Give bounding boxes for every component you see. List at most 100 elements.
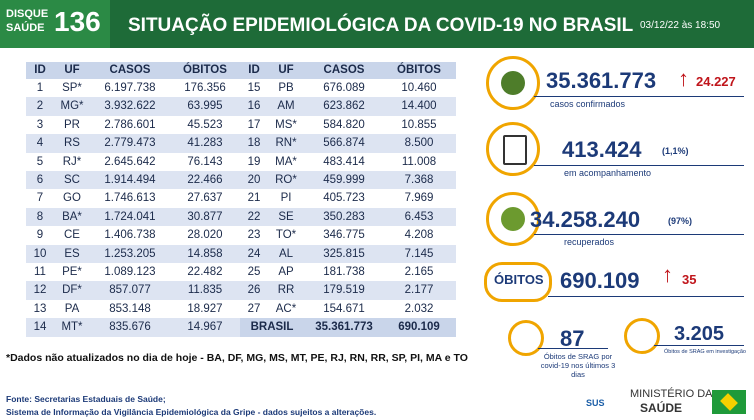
table-cell: RS <box>64 137 80 150</box>
deaths-new: 35 <box>682 272 697 287</box>
table-header-bg <box>240 62 456 79</box>
table-cell: RR <box>277 284 295 297</box>
column-header: CASOS <box>109 64 151 76</box>
table-cell: 181.738 <box>323 266 365 278</box>
table-row <box>240 207 456 227</box>
table-row <box>26 226 242 245</box>
table-cell: 176.356 <box>184 82 226 94</box>
table-cell: SE <box>278 210 294 223</box>
table-cell: 6.197.738 <box>104 82 156 94</box>
table-row <box>240 226 456 245</box>
table-cell: 853.148 <box>109 302 151 315</box>
logo-bottom: SAÚDE <box>6 22 45 34</box>
table-row <box>240 134 456 153</box>
table-cell: 8.500 <box>404 137 434 150</box>
srag-label: Óbitos de SRAG por covid-19 nos últimos … <box>540 352 616 379</box>
table-cell: 2.177 <box>404 284 434 297</box>
table-row <box>26 318 242 337</box>
table-row <box>26 263 242 282</box>
table-cell: 14.400 <box>401 100 437 113</box>
table-row <box>26 79 242 98</box>
table-row <box>240 189 456 208</box>
monitoring-label: em acompanhamento <box>564 168 652 178</box>
table-cell: 5 <box>36 155 44 168</box>
deaths-badge <box>484 262 552 302</box>
table-row <box>26 244 242 263</box>
table-cell: 7 <box>36 192 44 205</box>
table-row <box>26 171 242 190</box>
table-cell: 18 <box>247 137 261 150</box>
table-cell: ES <box>64 247 80 260</box>
header-bar <box>0 0 754 48</box>
table-cell: 483.414 <box>323 155 365 168</box>
table-cell: 3 <box>36 118 44 131</box>
table-cell: 27.637 <box>187 192 223 205</box>
table-cell: 8 <box>36 210 44 223</box>
total-cell: 35.361.773 <box>315 321 373 334</box>
table-cell: 7.145 <box>404 247 434 260</box>
table-cell: BA* <box>62 210 82 223</box>
table-cell: 7.368 <box>404 174 434 186</box>
table-cell: 3.932.622 <box>104 100 156 113</box>
column-header: ÓBITOS <box>397 64 441 76</box>
divider <box>548 296 744 297</box>
divider <box>538 348 608 349</box>
table-row <box>26 281 242 300</box>
table-row <box>240 244 456 263</box>
table-cell: 4.208 <box>404 229 434 242</box>
table-cell: 6.453 <box>404 210 434 223</box>
table-cell: 11.835 <box>187 284 223 297</box>
table-cell: SP* <box>62 82 82 94</box>
table-cell: 2 <box>36 100 44 113</box>
clipboard-icon <box>486 122 540 176</box>
recovered-value: 34.258.240 <box>530 207 641 232</box>
divider <box>534 234 744 235</box>
table-cell: 22 <box>247 210 261 223</box>
table-cell: 6 <box>36 174 44 186</box>
table-cell: AM <box>277 100 295 113</box>
deaths-label: ÓBITOS <box>494 272 544 287</box>
table-cell: 676.089 <box>323 82 365 94</box>
table-cell: 566.874 <box>323 137 365 150</box>
logo <box>0 0 110 48</box>
table-cell: 45.523 <box>187 118 223 131</box>
total-cell: 690.109 <box>398 321 440 334</box>
table-cell: PA <box>64 302 80 315</box>
divider <box>534 96 744 97</box>
table-row <box>26 134 242 153</box>
table-cell: 21 <box>247 192 261 205</box>
table-row <box>26 189 242 208</box>
table-cell: 346.775 <box>323 229 365 242</box>
cases-value: 35.361.773 <box>546 68 657 93</box>
monitoring-pct: (1,1%) <box>662 146 689 156</box>
investigation-value: 3.205 <box>674 323 725 345</box>
table-cell: 15 <box>247 82 261 94</box>
search-icon <box>624 318 660 354</box>
table-cell: RO* <box>275 174 297 186</box>
table-cell: 17 <box>247 118 261 131</box>
table-cell: MS* <box>275 118 297 131</box>
table-cell: AC* <box>275 302 297 315</box>
table-cell: MT* <box>61 321 83 334</box>
divider <box>534 165 744 166</box>
table-cell: 1.724.041 <box>104 210 156 223</box>
source-line: Fonte: Secretarias Estaduais de Saúde; <box>6 394 166 404</box>
monitoring-value: 413.424 <box>562 137 642 162</box>
recovered-pct: (97%) <box>668 216 693 226</box>
table-cell: 10 <box>33 247 47 260</box>
table-cell: PR <box>64 118 80 131</box>
table-cell: AP <box>278 266 294 278</box>
footnote: *Dados não atualizados no dia de hoje - … <box>6 352 468 364</box>
table-cell: 30.877 <box>187 210 223 223</box>
recovered-icon <box>486 192 540 246</box>
column-header: ID <box>34 64 46 76</box>
title: SITUAÇÃO EPIDEMIOLÓGICA DA COVID-19 NO B… <box>128 15 634 36</box>
table-cell: 1.914.494 <box>104 174 156 186</box>
table-cell: 4 <box>36 137 44 150</box>
table-cell: 16 <box>247 100 261 113</box>
table-row <box>26 115 242 135</box>
table-cell: 7.969 <box>404 192 434 205</box>
table-cell: 10.460 <box>401 82 437 94</box>
table-cell: 1.406.738 <box>104 229 156 242</box>
table-cell: 12 <box>33 284 47 297</box>
